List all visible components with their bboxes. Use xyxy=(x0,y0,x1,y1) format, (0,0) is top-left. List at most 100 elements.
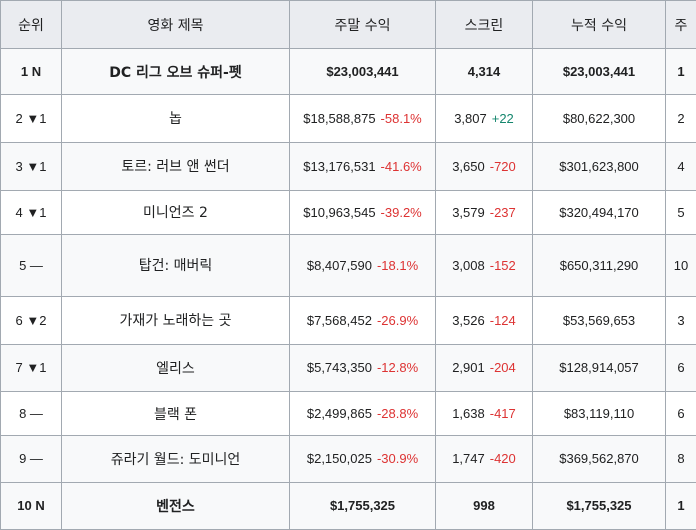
total-gross-value: $83,119,110 xyxy=(563,406,635,422)
screens-change: -152 xyxy=(489,257,516,273)
title-cell: 탑건: 매버릭 xyxy=(61,234,290,297)
weekend-change: -39.2% xyxy=(380,204,422,220)
weekend-gross-cell: $5,743,350 -12.8% xyxy=(289,343,436,393)
total-gross-value: $53,569,653 xyxy=(562,312,636,328)
weeks-cell: 5 xyxy=(665,189,696,236)
movie-title-link[interactable]: 토르: 러브 앤 썬더 xyxy=(121,159,230,176)
rank-cell: 7 ▼1 xyxy=(0,343,62,393)
header-row: 순위 영화 제목 주말 수익 스크린 누적 수익 주 xyxy=(0,0,696,49)
table-row: 10 N 벤전스 $1,755,325 998 $1,755,325 1 xyxy=(0,481,696,530)
weekend-gross-value: $10,963,545 xyxy=(303,204,376,220)
title-cell: 쥬라기 월드: 도미니언 xyxy=(61,435,290,483)
table-row: 6 ▼2 가재가 노래하는 곳 $7,568,452 -26.9% 3,526 -124 $… xyxy=(0,295,696,345)
rank-cell: 1 N xyxy=(0,47,62,96)
rank-cell: 8 — xyxy=(0,391,62,437)
movie-title-link[interactable]: 탑건: 매버릭 xyxy=(138,258,213,275)
total-gross-value: $128,914,057 xyxy=(559,360,639,376)
weekend-gross-value: $2,150,025 xyxy=(306,451,372,467)
title-cell: 가재가 노래하는 곳 xyxy=(61,295,290,345)
table-row: 3 ▼1 토르: 러브 앤 썬더 $13,176,531 -41.6% 3,650 -72… xyxy=(0,141,696,191)
rank-value: 9 — xyxy=(19,451,43,467)
header-weeks[interactable]: 주 xyxy=(665,0,696,49)
total-gross-cell: $83,119,110 xyxy=(532,391,666,437)
screens-value: 3,579 xyxy=(452,204,485,220)
rank-cell: 6 ▼2 xyxy=(0,295,62,345)
total-gross-value: $80,622,300 xyxy=(562,110,636,126)
weekend-gross-value: $23,003,441 xyxy=(326,64,399,80)
rank-cell: 5 — xyxy=(0,234,62,297)
weekend-gross-cell: $18,588,875 -58.1% xyxy=(289,94,436,143)
weekend-change: -41.6% xyxy=(380,158,422,174)
table-row: 4 ▼1 미니언즈 2 $10,963,545 -39.2% 3,579 -237 $320… xyxy=(0,189,696,236)
weeks-value: 3 xyxy=(677,312,685,328)
weekend-gross-value: $7,568,452 xyxy=(306,312,372,328)
header-title[interactable]: 영화 제목 xyxy=(61,0,290,49)
movie-title-link[interactable]: 미니언즈 2 xyxy=(143,205,208,222)
table-row: 9 — 쥬라기 월드: 도미니언 $2,150,025 -30.9% 1,747 -420… xyxy=(0,435,696,483)
weekend-gross-value: $18,588,875 xyxy=(303,110,376,126)
screens-change: -124 xyxy=(489,312,516,328)
weeks-value: 6 xyxy=(677,406,685,422)
weeks-cell: 3 xyxy=(665,295,696,345)
total-gross-cell: $320,494,170 xyxy=(532,189,666,236)
screens-cell: 1,638 -417 xyxy=(435,391,533,437)
rank-value: 10 N xyxy=(17,498,45,514)
screens-value: 3,807 xyxy=(454,110,487,126)
weeks-cell: 2 xyxy=(665,94,696,143)
weekend-gross-value: $8,407,590 xyxy=(306,257,372,273)
weekend-gross-cell: $23,003,441 xyxy=(289,47,436,96)
movie-title-link[interactable]: 가재가 노래하는 곳 xyxy=(119,313,232,330)
screens-change: -720 xyxy=(489,158,516,174)
movie-title-link[interactable]: 놉 xyxy=(169,111,182,128)
screens-change: -204 xyxy=(489,360,516,376)
total-gross-value: $301,623,800 xyxy=(559,158,639,174)
screens-change: -420 xyxy=(489,451,516,467)
movie-title-link[interactable]: 블랙 폰 xyxy=(153,406,198,423)
screens-cell: 3,008 -152 xyxy=(435,234,533,297)
total-gross-cell: $1,755,325 xyxy=(532,481,666,530)
screens-value: 3,650 xyxy=(452,158,485,174)
weekend-gross-cell: $2,150,025 -30.9% xyxy=(289,435,436,483)
weekend-gross-cell: $13,176,531 -41.6% xyxy=(289,141,436,191)
rank-cell: 4 ▼1 xyxy=(0,189,62,236)
screens-cell: 2,901 -204 xyxy=(435,343,533,393)
title-cell: 미니언즈 2 xyxy=(61,189,290,236)
screens-value: 3,526 xyxy=(452,312,485,328)
weekend-gross-value: $5,743,350 xyxy=(306,360,372,376)
weekend-change: -30.9% xyxy=(376,451,419,467)
weekend-change: -58.1% xyxy=(380,110,422,126)
weekend-change: -28.8% xyxy=(376,406,419,422)
weeks-cell: 8 xyxy=(665,435,696,483)
total-gross-value: $1,755,325 xyxy=(566,498,632,514)
weeks-value: 5 xyxy=(677,204,685,220)
title-cell: 토르: 러브 앤 썬더 xyxy=(61,141,290,191)
total-gross-cell: $53,569,653 xyxy=(532,295,666,345)
header-weekend-gross[interactable]: 주말 수익 xyxy=(289,0,436,49)
movie-title-link[interactable]: 벤전스 xyxy=(156,498,195,515)
weeks-value: 8 xyxy=(677,451,685,467)
header-rank[interactable]: 순위 xyxy=(0,0,62,49)
title-cell: 놉 xyxy=(61,94,290,143)
header-screens[interactable]: 스크린 xyxy=(435,0,533,49)
rank-value: 4 ▼1 xyxy=(15,204,47,220)
total-gross-value: $320,494,170 xyxy=(559,204,639,220)
total-gross-value: $369,562,870 xyxy=(559,451,639,467)
screens-cell: 3,526 -124 xyxy=(435,295,533,345)
movie-title-link[interactable]: 쥬라기 월드: 도미니언 xyxy=(110,451,241,468)
screens-value: 998 xyxy=(473,498,495,514)
weeks-cell: 10 xyxy=(665,234,696,297)
movie-title-link[interactable]: 엘리스 xyxy=(156,360,195,377)
rank-value: 7 ▼1 xyxy=(15,360,47,376)
rank-value: 1 N xyxy=(20,64,42,80)
total-gross-value: $650,311,290 xyxy=(559,257,639,273)
rank-cell: 2 ▼1 xyxy=(0,94,62,143)
weekend-gross-value: $2,499,865 xyxy=(306,406,372,422)
weekend-gross-cell: $1,755,325 xyxy=(289,481,436,530)
screens-cell: 4,314 xyxy=(435,47,533,96)
screens-change: -237 xyxy=(489,204,516,220)
movie-title-link[interactable]: DC 리그 오브 슈퍼-펫 xyxy=(109,64,242,81)
header-total-gross[interactable]: 누적 수익 xyxy=(532,0,666,49)
table-row: 2 ▼1 놉 $18,588,875 -58.1% 3,807 +22 $80,622,30… xyxy=(0,94,696,143)
total-gross-cell: $128,914,057 xyxy=(532,343,666,393)
